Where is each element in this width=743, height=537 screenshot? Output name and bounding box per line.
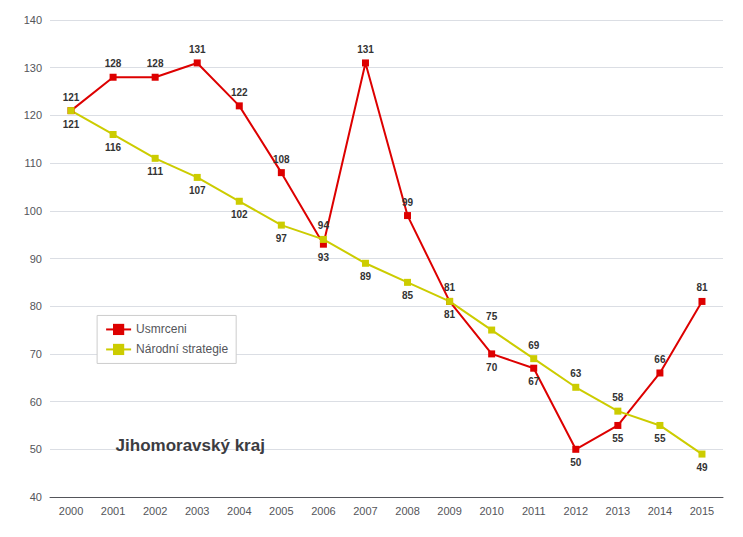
svg-text:70: 70 [486, 362, 498, 373]
svg-text:81: 81 [444, 309, 456, 320]
svg-text:111: 111 [147, 166, 163, 177]
svg-text:2010: 2010 [479, 505, 503, 517]
svg-text:116: 116 [105, 142, 122, 153]
svg-text:128: 128 [147, 58, 164, 69]
svg-text:90: 90 [30, 253, 42, 265]
svg-text:108: 108 [273, 154, 290, 165]
svg-text:2006: 2006 [311, 505, 335, 517]
svg-text:85: 85 [402, 290, 414, 301]
svg-text:2011: 2011 [522, 505, 546, 517]
svg-text:140: 140 [24, 14, 42, 26]
svg-text:89: 89 [360, 271, 372, 282]
svg-text:2005: 2005 [269, 505, 293, 517]
svg-text:99: 99 [402, 197, 414, 208]
svg-text:131: 131 [357, 44, 374, 55]
svg-text:122: 122 [231, 87, 248, 98]
svg-text:81: 81 [444, 282, 456, 293]
svg-text:2004: 2004 [227, 505, 251, 517]
svg-text:2002: 2002 [143, 505, 167, 517]
svg-text:2012: 2012 [564, 505, 588, 517]
svg-text:130: 130 [24, 62, 42, 74]
svg-text:2015: 2015 [690, 505, 714, 517]
svg-text:70: 70 [30, 348, 42, 360]
svg-text:Národní strategie: Národní strategie [136, 342, 228, 356]
svg-text:Usmrceni: Usmrceni [136, 322, 187, 336]
svg-text:97: 97 [276, 233, 288, 244]
svg-text:55: 55 [654, 433, 666, 444]
svg-text:2007: 2007 [353, 505, 377, 517]
svg-text:131: 131 [189, 44, 206, 55]
svg-text:66: 66 [654, 354, 666, 365]
svg-text:93: 93 [318, 252, 330, 263]
svg-text:100: 100 [24, 205, 42, 217]
svg-text:2001: 2001 [101, 505, 125, 517]
svg-text:110: 110 [24, 157, 42, 169]
svg-text:2008: 2008 [395, 505, 419, 517]
svg-text:81: 81 [696, 282, 708, 293]
svg-text:2014: 2014 [648, 505, 672, 517]
svg-text:60: 60 [30, 396, 42, 408]
svg-text:50: 50 [30, 443, 42, 455]
svg-text:128: 128 [105, 58, 122, 69]
svg-text:67: 67 [528, 376, 540, 387]
svg-text:40: 40 [30, 491, 42, 503]
svg-text:121: 121 [63, 119, 80, 130]
svg-text:49: 49 [696, 462, 708, 473]
svg-text:2003: 2003 [185, 505, 209, 517]
svg-text:2000: 2000 [59, 505, 83, 517]
svg-text:2009: 2009 [437, 505, 461, 517]
svg-text:80: 80 [30, 300, 42, 312]
svg-text:Jihomoravský kraj: Jihomoravský kraj [116, 436, 265, 455]
svg-text:94: 94 [318, 220, 330, 231]
svg-text:55: 55 [612, 433, 624, 444]
svg-text:69: 69 [528, 340, 540, 351]
svg-text:2013: 2013 [606, 505, 630, 517]
svg-text:63: 63 [570, 368, 582, 379]
svg-text:120: 120 [24, 109, 42, 121]
svg-text:75: 75 [486, 311, 498, 322]
svg-text:107: 107 [189, 185, 206, 196]
svg-text:121: 121 [63, 92, 80, 103]
svg-text:50: 50 [570, 457, 582, 468]
svg-text:58: 58 [612, 392, 624, 403]
svg-text:102: 102 [231, 209, 248, 220]
